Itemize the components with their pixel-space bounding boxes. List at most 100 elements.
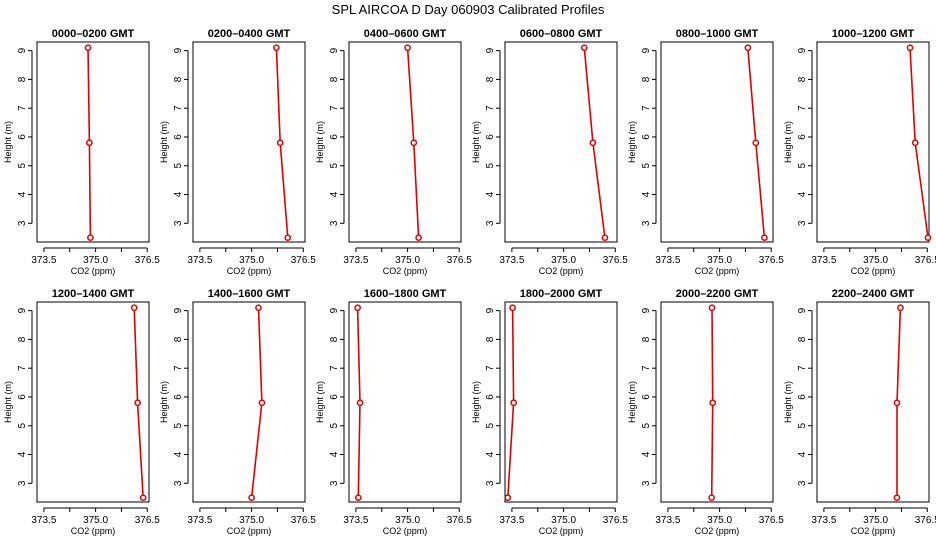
y-tick-label: 3 xyxy=(17,220,28,226)
x-tick-label: 375.0 xyxy=(863,515,888,526)
plot-frame xyxy=(36,301,150,503)
profile-panel-6: 1000–1200 GMT 373.5 375.0 376.5 CO2 (ppm) 3 4 5… xyxy=(783,28,936,276)
y-axis-label: Height (m) xyxy=(159,121,169,163)
y-tick-label: 4 xyxy=(173,451,184,457)
data-point xyxy=(897,304,904,312)
x-tick-label: 373.5 xyxy=(31,515,56,526)
x-tick-label: 373.5 xyxy=(187,255,212,266)
y-axis-label: Height (m) xyxy=(783,381,793,423)
y-tick-label: 7 xyxy=(329,365,340,371)
y-tick-label: 8 xyxy=(173,336,184,342)
y-tick-label: 3 xyxy=(173,480,184,486)
y-tick-label: 3 xyxy=(485,480,496,486)
y-axis-label: Height (m) xyxy=(315,381,325,423)
x-tick-label: 376.5 xyxy=(291,515,316,526)
profile-panel-7: 1200–1400 GMT 373.5 375.0 376.5 CO2 (ppm) 3 4 5… xyxy=(3,288,160,536)
y-tick-label: 8 xyxy=(329,76,340,82)
x-axis-label: CO2 (ppm) xyxy=(227,526,272,536)
y-tick-label: 6 xyxy=(797,394,808,400)
x-tick-label: 373.5 xyxy=(187,515,212,526)
y-tick-label: 8 xyxy=(641,336,652,342)
profile-panel-10: 1800–2000 GMT 373.5 375.0 376.5 CO2 (ppm) 3 4 5… xyxy=(471,288,628,536)
y-tick-label: 6 xyxy=(329,394,340,400)
y-axis-label: Height (m) xyxy=(159,381,169,423)
y-tick-label: 4 xyxy=(485,451,496,457)
y-tick-label: 5 xyxy=(485,423,496,429)
data-point xyxy=(415,234,422,242)
x-tick-label: 376.5 xyxy=(759,255,784,266)
x-tick-label: 373.5 xyxy=(655,255,680,266)
y-tick-label: 5 xyxy=(797,163,808,169)
y-tick-label: 4 xyxy=(173,191,184,197)
y-tick-label: 3 xyxy=(641,220,652,226)
profile-panel-1: 0000–0200 GMT 373.5 375.0 376.5 CO2 (ppm) 3 4 5… xyxy=(3,28,160,276)
plot-frame xyxy=(504,301,618,503)
data-point xyxy=(589,139,597,147)
y-axis-label: Height (m) xyxy=(471,381,481,423)
y-tick-label: 8 xyxy=(485,336,496,342)
data-point xyxy=(258,399,266,407)
x-tick-label: 373.5 xyxy=(811,515,836,526)
x-tick-label: 375.0 xyxy=(83,255,108,266)
y-tick-label: 9 xyxy=(17,307,28,313)
data-point xyxy=(273,44,280,52)
x-axis-label: CO2 (ppm) xyxy=(695,526,740,536)
y-tick-label: 7 xyxy=(329,105,340,111)
y-tick-label: 8 xyxy=(641,76,652,82)
panel-title: 2200–2400 GMT xyxy=(832,288,915,300)
x-tick-label: 375.0 xyxy=(707,255,732,266)
profile-panel-12: 2200–2400 GMT 373.5 375.0 376.5 CO2 (ppm) 3 4 5… xyxy=(783,288,936,536)
y-tick-label: 5 xyxy=(17,423,28,429)
x-tick-label: 376.5 xyxy=(135,255,160,266)
x-tick-label: 375.0 xyxy=(707,515,732,526)
y-tick-label: 9 xyxy=(641,307,652,313)
plot-frame xyxy=(660,301,774,503)
y-tick-label: 7 xyxy=(17,365,28,371)
y-axis-label: Height (m) xyxy=(315,121,325,163)
y-tick-label: 4 xyxy=(641,451,652,457)
y-tick-label: 9 xyxy=(641,47,652,53)
x-axis-label: CO2 (ppm) xyxy=(539,266,584,276)
y-tick-label: 7 xyxy=(17,105,28,111)
plot-frame xyxy=(816,41,930,243)
y-tick-label: 7 xyxy=(641,105,652,111)
panel-title: 2000–2200 GMT xyxy=(676,288,759,300)
y-tick-label: 5 xyxy=(641,423,652,429)
y-tick-label: 4 xyxy=(797,191,808,197)
panel-title: 0600–0800 GMT xyxy=(520,28,603,40)
data-point xyxy=(248,494,255,502)
y-tick-label: 8 xyxy=(329,336,340,342)
y-tick-label: 3 xyxy=(797,480,808,486)
y-tick-label: 7 xyxy=(797,365,808,371)
y-tick-label: 6 xyxy=(17,134,28,140)
y-tick-label: 6 xyxy=(173,134,184,140)
x-axis-label: CO2 (ppm) xyxy=(851,526,896,536)
x-axis-label: CO2 (ppm) xyxy=(695,266,740,276)
x-axis-label: CO2 (ppm) xyxy=(71,526,116,536)
data-point xyxy=(580,44,588,52)
x-tick-label: 375.0 xyxy=(551,255,576,266)
y-axis-label: Height (m) xyxy=(3,121,13,163)
data-point xyxy=(893,399,901,407)
x-axis-label: CO2 (ppm) xyxy=(539,526,584,536)
y-tick-label: 4 xyxy=(329,191,340,197)
y-tick-label: 5 xyxy=(641,163,652,169)
profile-panel-8: 1400–1600 GMT 373.5 375.0 376.5 CO2 (ppm) 3 4 5… xyxy=(159,288,316,536)
x-tick-label: 373.5 xyxy=(499,255,524,266)
y-tick-label: 4 xyxy=(485,191,496,197)
x-tick-label: 373.5 xyxy=(343,515,368,526)
data-point xyxy=(139,494,147,502)
x-tick-label: 375.0 xyxy=(395,515,420,526)
plot-frame xyxy=(192,41,306,243)
x-tick-label: 376.5 xyxy=(759,515,784,526)
y-tick-label: 7 xyxy=(485,105,496,111)
x-tick-label: 376.5 xyxy=(135,515,160,526)
data-point xyxy=(893,494,901,502)
y-tick-label: 9 xyxy=(485,47,496,53)
data-point xyxy=(410,139,418,147)
x-axis-label: CO2 (ppm) xyxy=(227,266,272,276)
data-point xyxy=(924,234,932,242)
x-tick-label: 376.5 xyxy=(603,515,628,526)
y-tick-label: 5 xyxy=(17,163,28,169)
